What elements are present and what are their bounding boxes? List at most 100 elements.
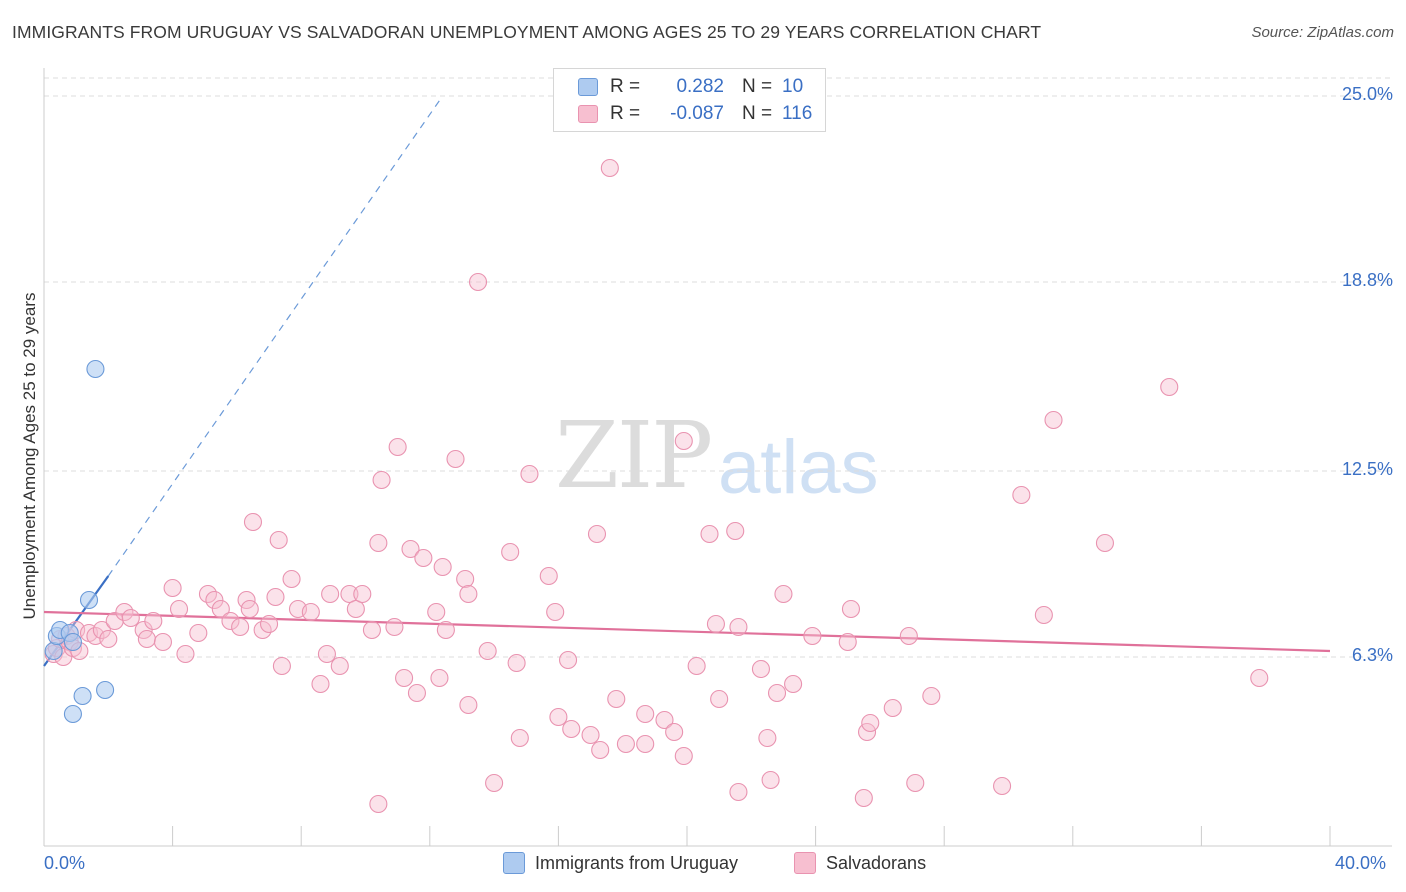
salvadorans-point [240, 599, 259, 619]
salvadorans-point [854, 788, 873, 808]
salvadorans-point [436, 620, 455, 640]
legend-r-value: 0.282 [676, 76, 724, 97]
legend-n-value: 116 [782, 103, 813, 124]
salvadorans-point [301, 602, 320, 622]
uruguay-point [63, 632, 82, 652]
salvadorans-point [385, 617, 404, 637]
salvadorans-point [99, 629, 118, 649]
salvadorans-point [751, 659, 770, 679]
salvadorans-point [427, 602, 446, 622]
salvadorans-point [407, 683, 426, 703]
salvadorans-point [761, 770, 780, 790]
uruguay-point [96, 680, 115, 700]
salvadorans-point [655, 710, 674, 730]
legend-r-label: R = [610, 103, 641, 124]
salvadorans-point [600, 158, 619, 178]
uruguay-point [86, 359, 105, 379]
bottom-legend-label: Immigrants from Uruguay [535, 852, 739, 873]
salvadorans-point [388, 437, 407, 457]
salvadorans-point [501, 542, 520, 562]
salvadorans-point [163, 578, 182, 598]
salvadorans-point [710, 689, 729, 709]
legend-n-label: N = [742, 103, 773, 124]
data-points [44, 158, 1269, 814]
salvadorans-point [459, 584, 478, 604]
salvadorans-point [562, 719, 581, 739]
salvadorans-point [211, 599, 230, 619]
salvadorans-point [353, 584, 372, 604]
watermark-atlas: atlas [718, 425, 879, 510]
salvadorans-point [784, 674, 803, 694]
legend-r-value: -0.087 [670, 103, 724, 124]
salvadorans-point [459, 695, 478, 715]
salvadorans-point [266, 587, 285, 607]
salvadorans-point [395, 668, 414, 688]
correlation-legend: R = 0.282 N = 10 R = -0.087 N = 116 [553, 68, 826, 132]
salvadorans-point [581, 725, 600, 745]
salvadorans-point [767, 683, 787, 703]
salvadorans-point [993, 776, 1012, 796]
salvadorans-point [1012, 485, 1031, 505]
gridlines [44, 77, 1392, 658]
salvadorans-point [1044, 410, 1063, 430]
salvadorans-point [758, 728, 777, 748]
salvadorans-point [430, 668, 449, 688]
salvadorans-point [369, 533, 388, 553]
salvadorans-point [674, 746, 693, 766]
salvadorans-point [706, 614, 725, 634]
salvadorans-point [346, 599, 365, 619]
salvadorans-point [153, 632, 173, 652]
salvadorans-point [510, 728, 529, 748]
salvadorans-point [401, 539, 420, 559]
trend-extension-uruguay [107, 95, 444, 577]
salvadorans-point [414, 548, 433, 568]
trend-lines [43, 95, 1331, 667]
bottom-legend-label: Salvadorans [826, 852, 927, 873]
salvadorans-point [317, 644, 336, 664]
salvadorans-point [456, 569, 475, 589]
salvadorans-point [282, 569, 301, 589]
salvadorans-point [446, 449, 465, 469]
salvadorans-point [205, 590, 224, 610]
bottom-legend-swatch-blue [503, 852, 525, 874]
salvadorans-point [520, 464, 539, 484]
salvadorans-point [549, 707, 568, 727]
salvadorans-point [838, 632, 857, 652]
salvadorans-point [1095, 533, 1114, 553]
salvadorans-point [221, 611, 240, 631]
y-tick-label: 25.0% [1341, 84, 1393, 104]
salvadorans-point [665, 722, 684, 742]
salvadorans-point [729, 617, 748, 637]
salvadorans-point [546, 602, 565, 622]
salvadorans-point [803, 626, 822, 646]
chart-title: IMMIGRANTS FROM URUGUAY VS SALVADORAN UN… [12, 22, 1042, 42]
salvadorans-point [321, 584, 340, 604]
legend-n-value: 10 [782, 76, 804, 97]
x-tick-min: 0.0% [44, 853, 86, 873]
x-tick-max: 40.0% [1335, 853, 1387, 873]
bottom-legend-uruguay: Immigrants from Uruguay [503, 852, 738, 874]
salvadorans-point [330, 656, 349, 676]
salvadorans-point [729, 782, 748, 802]
salvadorans-point [687, 656, 706, 676]
axes [43, 68, 1392, 847]
salvadorans-point [774, 584, 793, 604]
salvadorans-point [587, 524, 607, 544]
y-tick-label: 18.8% [1341, 270, 1393, 290]
salvadorans-point [121, 608, 140, 628]
salvadorans-point [243, 512, 263, 532]
salvadorans-point [558, 650, 578, 670]
legend-row-uruguay: R = 0.282 N = 10 [578, 75, 803, 99]
salvadorans-point [372, 470, 391, 490]
bottom-legend-salvadorans: Salvadorans [794, 852, 926, 874]
salvadorans-point [137, 629, 156, 649]
salvadorans-point [1160, 377, 1179, 397]
salvadorans-point [539, 566, 558, 586]
salvadorans-point [616, 734, 635, 754]
salvadorans-point [906, 773, 925, 793]
legend-r-label: R = [610, 76, 641, 97]
salvadorans-point [433, 557, 452, 577]
salvadorans-point [269, 530, 288, 550]
salvadorans-point [169, 599, 189, 619]
